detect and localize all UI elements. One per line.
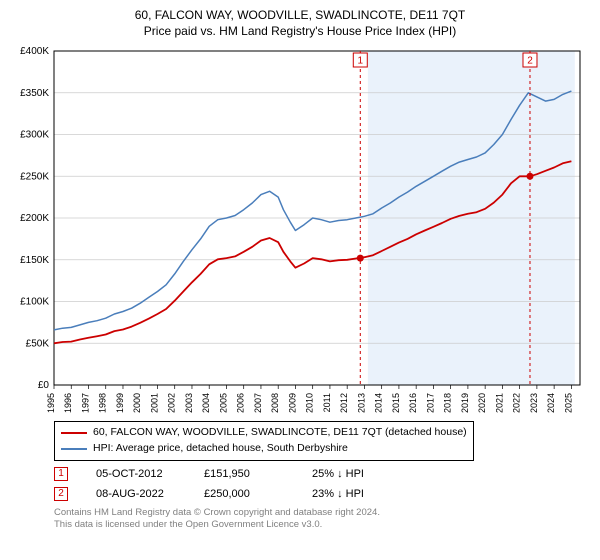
footer-attribution: Contains HM Land Registry data © Crown c… (54, 507, 590, 532)
svg-text:2011: 2011 (322, 393, 332, 412)
legend-row-property: 60, FALCON WAY, WOODVILLE, SWADLINCOTE, … (61, 425, 467, 441)
legend-label: 60, FALCON WAY, WOODVILLE, SWADLINCOTE, … (93, 425, 467, 441)
svg-text:2025: 2025 (563, 393, 573, 413)
chart-area: £0 £50K £100K £150K £200K £250K £300K £350K £400… (10, 45, 590, 415)
sales-table: 1 05-OCT-2012 £151,950 25% ↓ HPI 2 08-AUG-202… (54, 467, 590, 501)
svg-text:2009: 2009 (287, 393, 297, 413)
sale-marker-icon: 2 (54, 487, 68, 501)
svg-text:2018: 2018 (443, 393, 453, 413)
svg-text:£150K: £150K (20, 255, 49, 266)
svg-text:1996: 1996 (63, 393, 73, 413)
svg-text:2022: 2022 (512, 393, 522, 413)
legend-box: 60, FALCON WAY, WOODVILLE, SWADLINCOTE, … (54, 421, 474, 461)
footer-line2: This data is licensed under the Open Gov… (54, 519, 590, 531)
svg-text:2001: 2001 (149, 393, 159, 413)
svg-text:£400K: £400K (20, 46, 49, 57)
svg-text:2019: 2019 (460, 393, 470, 413)
svg-text:£0: £0 (38, 380, 50, 391)
svg-text:2007: 2007 (253, 393, 263, 413)
svg-text:2023: 2023 (529, 393, 539, 413)
sale-diff: 25% ↓ HPI (312, 468, 392, 480)
svg-text:2005: 2005 (218, 393, 228, 413)
svg-text:1997: 1997 (80, 393, 90, 413)
sale-row: 1 05-OCT-2012 £151,950 25% ↓ HPI (54, 467, 590, 481)
svg-text:2020: 2020 (477, 393, 487, 413)
svg-text:2004: 2004 (201, 393, 211, 413)
svg-text:1995: 1995 (46, 393, 56, 413)
legend-row-hpi: HPI: Average price, detached house, Sout… (61, 441, 467, 457)
svg-text:2000: 2000 (132, 393, 142, 413)
chart-container: 60, FALCON WAY, WOODVILLE, SWADLINCOTE, … (0, 0, 600, 560)
svg-text:2: 2 (527, 56, 533, 67)
svg-text:£100K: £100K (20, 297, 49, 308)
svg-text:2021: 2021 (494, 393, 504, 413)
chart-title: 60, FALCON WAY, WOODVILLE, SWADLINCOTE, … (10, 8, 590, 24)
svg-text:2003: 2003 (184, 393, 194, 413)
svg-text:2012: 2012 (339, 393, 349, 413)
svg-text:2017: 2017 (425, 393, 435, 413)
svg-text:£200K: £200K (20, 213, 49, 224)
sale-price: £250,000 (204, 488, 284, 500)
svg-text:1998: 1998 (98, 393, 108, 413)
svg-text:£50K: £50K (26, 338, 50, 349)
sale-date: 05-OCT-2012 (96, 468, 176, 480)
chart-svg: £0 £50K £100K £150K £200K £250K £300K £350K £400… (10, 45, 590, 415)
svg-text:2013: 2013 (356, 393, 366, 413)
sale-diff: 23% ↓ HPI (312, 488, 392, 500)
chart-subtitle: Price paid vs. HM Land Registry's House … (10, 24, 590, 40)
sale-price: £151,950 (204, 468, 284, 480)
legend-swatch (61, 448, 87, 450)
svg-text:2008: 2008 (270, 393, 280, 413)
sale-date: 08-AUG-2022 (96, 488, 176, 500)
svg-text:£350K: £350K (20, 88, 49, 99)
svg-text:1: 1 (358, 56, 364, 67)
svg-text:£250K: £250K (20, 171, 49, 182)
sale-marker-icon: 1 (54, 467, 68, 481)
svg-text:2010: 2010 (305, 393, 315, 413)
footer-line1: Contains HM Land Registry data © Crown c… (54, 507, 590, 519)
svg-text:2002: 2002 (167, 393, 177, 413)
svg-text:£300K: £300K (20, 130, 49, 141)
svg-text:2024: 2024 (546, 393, 556, 413)
svg-text:1999: 1999 (115, 393, 125, 413)
svg-text:2006: 2006 (236, 393, 246, 413)
svg-text:2014: 2014 (374, 393, 384, 413)
svg-text:2016: 2016 (408, 393, 418, 413)
legend-label: HPI: Average price, detached house, Sout… (93, 441, 348, 457)
svg-text:2015: 2015 (391, 393, 401, 413)
sale-row: 2 08-AUG-2022 £250,000 23% ↓ HPI (54, 487, 590, 501)
legend-swatch (61, 432, 87, 434)
